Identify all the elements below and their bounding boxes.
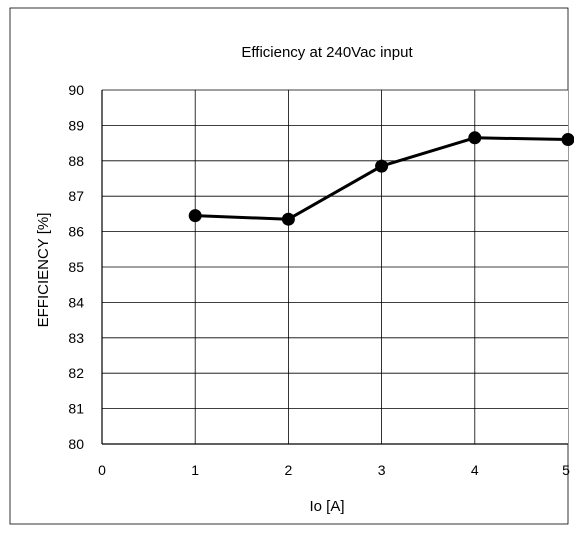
- efficiency-data-point: [562, 133, 574, 146]
- efficiency-data-point: [189, 209, 202, 222]
- y-tick-label: 89: [68, 117, 84, 133]
- y-tick-label: 90: [68, 82, 84, 98]
- y-tick-label: 80: [68, 436, 84, 452]
- y-tick-label: 82: [68, 365, 84, 381]
- y-tick-label: 87: [68, 188, 84, 204]
- y-tick-label: 83: [68, 330, 84, 346]
- grid-layer: [102, 90, 568, 444]
- y-tick-label: 86: [68, 224, 84, 240]
- efficiency-data-point: [468, 131, 481, 144]
- y-tick-label: 85: [68, 259, 84, 275]
- y-tick-label: 88: [68, 153, 84, 169]
- x-tick-label: 4: [471, 462, 479, 478]
- y-tick-label: 81: [68, 401, 84, 417]
- efficiency-data-point: [375, 160, 388, 173]
- x-tick-label: 0: [98, 462, 106, 478]
- x-axis-label: Io [A]: [309, 498, 344, 515]
- x-tick-label: 3: [378, 462, 386, 478]
- y-axis-label: EFFICIENCY [%]: [35, 213, 52, 328]
- chart-title: Efficiency at 240Vac input: [241, 44, 413, 61]
- x-tick-label: 2: [285, 462, 293, 478]
- y-tick-label: 84: [68, 294, 84, 310]
- x-tick-label: 5: [562, 462, 570, 478]
- efficiency-data-point: [282, 213, 295, 226]
- x-tick-label: 1: [191, 462, 199, 478]
